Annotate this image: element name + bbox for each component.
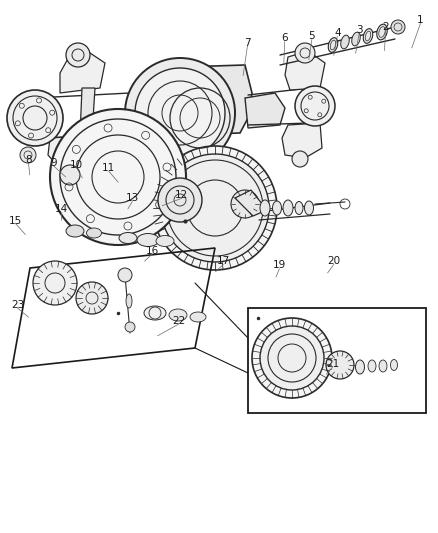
Text: 3: 3 — [356, 26, 363, 35]
Circle shape — [326, 351, 354, 379]
Text: 16: 16 — [146, 246, 159, 255]
Ellipse shape — [137, 233, 159, 246]
Circle shape — [292, 151, 308, 167]
Circle shape — [135, 68, 225, 158]
Text: 20: 20 — [327, 256, 340, 266]
Ellipse shape — [304, 201, 314, 215]
Text: 14: 14 — [55, 204, 68, 214]
Polygon shape — [285, 51, 325, 90]
Ellipse shape — [391, 359, 398, 370]
Text: 5: 5 — [308, 31, 315, 41]
Circle shape — [125, 58, 235, 168]
Circle shape — [50, 109, 186, 245]
Circle shape — [33, 261, 77, 305]
Text: 10: 10 — [70, 160, 83, 169]
Circle shape — [60, 165, 80, 185]
Polygon shape — [48, 135, 105, 175]
Text: 9: 9 — [50, 158, 57, 167]
Circle shape — [20, 147, 36, 163]
Ellipse shape — [295, 201, 303, 214]
Ellipse shape — [379, 360, 387, 372]
Ellipse shape — [156, 236, 174, 246]
Text: 1: 1 — [417, 15, 424, 25]
Text: 23: 23 — [11, 300, 24, 310]
Ellipse shape — [356, 360, 364, 374]
Circle shape — [391, 20, 405, 34]
Text: 12: 12 — [175, 190, 188, 200]
Circle shape — [153, 146, 277, 270]
Text: 8: 8 — [25, 155, 32, 165]
Ellipse shape — [126, 294, 132, 308]
Ellipse shape — [363, 29, 373, 43]
Ellipse shape — [283, 200, 293, 216]
Circle shape — [76, 282, 108, 314]
Ellipse shape — [119, 232, 137, 244]
Circle shape — [66, 43, 90, 67]
Bar — [248, 308, 426, 413]
Polygon shape — [235, 190, 267, 216]
Polygon shape — [142, 65, 252, 136]
Ellipse shape — [272, 201, 282, 215]
Text: 4: 4 — [334, 28, 341, 38]
Ellipse shape — [190, 312, 206, 322]
Ellipse shape — [66, 225, 84, 237]
Circle shape — [7, 90, 63, 146]
Ellipse shape — [169, 309, 187, 321]
Circle shape — [161, 154, 269, 262]
Text: 15: 15 — [9, 216, 22, 225]
Circle shape — [295, 43, 315, 63]
Ellipse shape — [86, 228, 102, 238]
Text: 6: 6 — [281, 34, 288, 43]
Text: 13: 13 — [126, 193, 139, 203]
Polygon shape — [282, 123, 322, 158]
Ellipse shape — [352, 32, 360, 46]
Polygon shape — [245, 93, 285, 128]
Circle shape — [252, 318, 332, 398]
Ellipse shape — [144, 306, 166, 320]
Polygon shape — [60, 53, 105, 93]
Polygon shape — [80, 88, 95, 135]
Ellipse shape — [341, 35, 349, 49]
Circle shape — [260, 326, 324, 390]
Text: 19: 19 — [273, 261, 286, 270]
Text: 21: 21 — [326, 359, 339, 368]
Circle shape — [295, 86, 335, 126]
Ellipse shape — [368, 360, 376, 372]
Ellipse shape — [377, 24, 387, 40]
Text: 17: 17 — [217, 256, 230, 266]
Text: 22: 22 — [172, 316, 185, 326]
Text: 7: 7 — [244, 38, 251, 47]
Text: 11: 11 — [102, 163, 115, 173]
Circle shape — [158, 178, 202, 222]
Ellipse shape — [328, 38, 338, 52]
Circle shape — [118, 268, 132, 282]
Circle shape — [125, 322, 135, 332]
Circle shape — [231, 190, 259, 218]
Ellipse shape — [260, 200, 270, 216]
Text: 2: 2 — [382, 22, 389, 31]
